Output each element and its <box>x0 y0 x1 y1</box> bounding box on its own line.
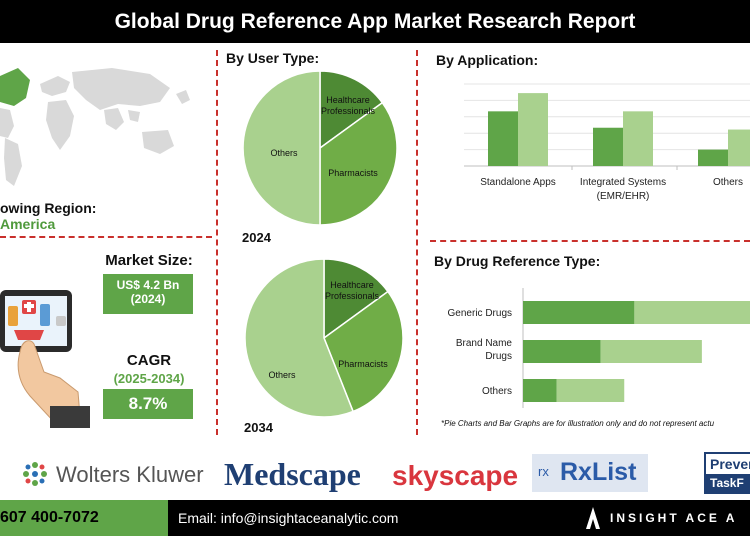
report-title: Global Drug Reference App Market Researc… <box>0 0 750 43</box>
pie-2024-slice-healthcare-professionals <box>319 70 384 150</box>
drug-label-brand-name-drugs: Brand Name Drugs <box>456 338 513 362</box>
app-bar-others-series-2 <box>728 129 750 166</box>
pie-2024-label-healthcare-professionals: Healthcare Professionals <box>321 95 376 116</box>
pie-2034-slice-healthcare-professionals <box>323 258 389 340</box>
preven-line-2: TaskF <box>710 476 744 490</box>
app-bar-integrated-systems-emr-ehr-series-2 <box>623 111 653 166</box>
drug-type-bar-chart: Generic Drugs Brand Name Drugs Others <box>448 288 750 408</box>
drug-label-others: Others <box>482 386 512 397</box>
application-title: By Application: <box>436 52 539 68</box>
preven-line-1: Preven <box>710 456 750 472</box>
market-size-label: Market Size: <box>105 252 193 269</box>
drug-label-generic-drugs: Generic Drugs <box>448 308 512 319</box>
pie-2034-label-healthcare-professionals: Healthcare Professionals <box>325 280 380 301</box>
market-size-year: (2024) <box>130 292 166 306</box>
market-size-box: US$ 4.2 Bn (2024) <box>103 274 193 314</box>
cagr-label: CAGR <box>126 352 172 369</box>
market-size-value: US$ 4.2 Bn <box>116 278 180 292</box>
wolters-kluwer-logo-icon <box>23 462 47 486</box>
illustration-note: *Pie Charts and Bar Graphs are for illus… <box>441 419 715 428</box>
pie-2034-slice-pharmacists <box>323 290 404 413</box>
pie-2034-label-pharmacists: Pharmacists <box>338 359 388 369</box>
app-bar-standalone-apps-series-1 <box>488 111 518 166</box>
app-bar-integrated-systems-emr-ehr-series-1 <box>593 127 623 166</box>
cagr-value: 8.7% <box>103 389 193 419</box>
app-label-integrated-systems-emr-ehr: Integrated Systems (EMR/EHR) <box>580 177 666 202</box>
divider-left <box>0 236 212 238</box>
medscape-logo: Medscape <box>224 456 361 492</box>
drug-bar-others-series-2 <box>556 379 625 402</box>
pie-2034-year: 2034 <box>244 420 274 435</box>
drug-bar-generic-drugs-series-2 <box>634 301 750 324</box>
rxlist-icon: rx <box>538 464 549 479</box>
leading-region-label: owing Region: <box>0 200 97 216</box>
pie-2024-slice-others <box>242 70 321 226</box>
footer-brand: INSIGHT ACE A <box>610 511 738 525</box>
user-type-title: By User Type: <box>226 50 320 66</box>
preven-logo: Preven TaskF <box>704 452 750 494</box>
rxlist-text: RxList <box>560 458 637 486</box>
skyscape-logo: skyscape <box>392 460 519 491</box>
cagr-years: (2025-2034) <box>113 371 185 386</box>
wolters-kluwer-logo: Wolters Kluwer <box>56 462 204 487</box>
app-label-standalone-apps: Standalone Apps <box>480 177 556 188</box>
leading-region-value: America <box>0 216 56 232</box>
pie-chart-2024: Healthcare Professionals Pharmacists Others… <box>242 70 398 245</box>
pie-2024-label-others: Others <box>270 148 298 158</box>
pie-2024-label-pharmacists: Pharmacists <box>328 168 378 178</box>
drug-bar-others-series-1 <box>523 379 557 402</box>
pie-2034-slice-others <box>244 258 355 418</box>
drug-bar-brand-name-drugs-series-1 <box>523 340 601 363</box>
insight-ace-logo-icon <box>586 507 600 529</box>
footer-email: Email: info@insightaceanalytic.com <box>178 510 399 526</box>
divider-vertical-2 <box>416 50 418 435</box>
pie-2024-year: 2024 <box>242 230 272 245</box>
world-map-icon <box>0 68 190 186</box>
drug-type-title: By Drug Reference Type: <box>434 253 601 269</box>
rxlist-logo: rx RxList <box>532 454 648 492</box>
pie-chart-2034: Healthcare Professionals Pharmacists Others… <box>244 258 404 435</box>
footer-bar: Email: info@insightaceanalytic.com INSIG… <box>168 500 750 536</box>
app-bar-standalone-apps-series-2 <box>518 93 548 166</box>
application-bar-chart: Standalone Apps Integrated Systems (EMR/EH… <box>464 83 750 202</box>
app-label-others: Others <box>713 177 743 188</box>
pie-2024-slice-pharmacists <box>319 101 398 226</box>
drug-bar-generic-drugs-series-1 <box>523 301 635 324</box>
app-bar-others-series-1 <box>698 149 728 166</box>
divider-right <box>430 240 750 242</box>
footer-phone: 607 400-7072 <box>0 500 168 536</box>
pie-2034-label-others: Others <box>268 370 296 380</box>
drug-bar-brand-name-drugs-series-2 <box>600 340 702 363</box>
divider-vertical-1 <box>216 50 218 435</box>
tablet-hand-icon <box>0 290 90 428</box>
